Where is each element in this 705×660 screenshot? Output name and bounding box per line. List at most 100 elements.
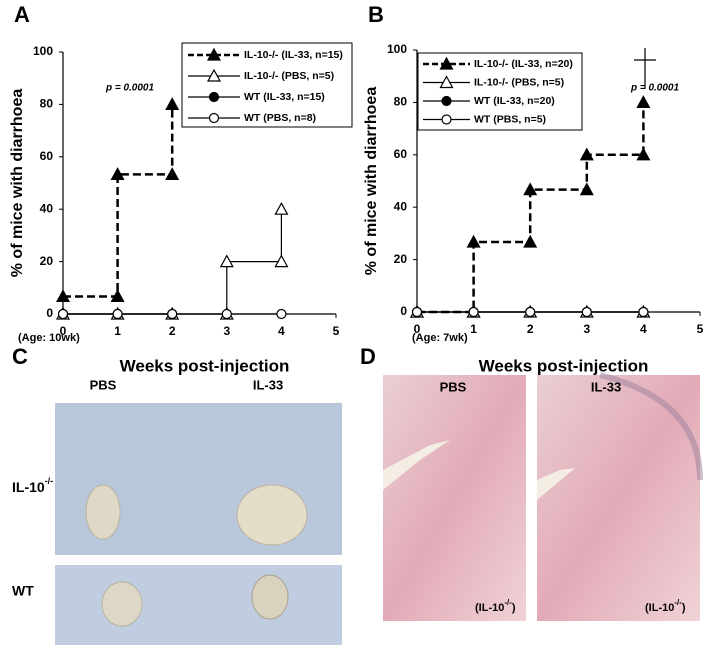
caption: (IL-10-/-) bbox=[645, 598, 686, 614]
caption-text: ) bbox=[682, 602, 686, 614]
marker bbox=[206, 68, 222, 82]
annotation: (Age: 10wk) bbox=[18, 332, 80, 344]
y-tick-label: 60 bbox=[394, 147, 408, 161]
marker bbox=[167, 308, 178, 320]
x-tick-label: 4 bbox=[278, 324, 285, 338]
marker bbox=[165, 97, 180, 110]
column-label: PBS bbox=[440, 379, 467, 394]
marker bbox=[525, 306, 536, 318]
marker bbox=[466, 234, 481, 248]
legend-label: IL-10-/- (PBS, n=5) bbox=[244, 70, 334, 82]
lumen bbox=[537, 468, 575, 500]
marker bbox=[439, 56, 454, 70]
marker bbox=[274, 254, 289, 268]
annotation: (Age: 7wk) bbox=[412, 332, 468, 344]
x-tick-label: 5 bbox=[697, 322, 704, 336]
y-axis-title: % of mice with diarrhoea bbox=[9, 89, 26, 278]
panel-d: D PBS IL-33 (IL-10-/-) (IL-10-/-) bbox=[360, 344, 703, 621]
y-tick-label: 100 bbox=[33, 44, 53, 58]
x-tick-label: 5 bbox=[333, 324, 340, 338]
colon-sample bbox=[236, 484, 308, 546]
annotation: p = 0.0001 bbox=[630, 83, 680, 94]
y-tick-label: 60 bbox=[40, 149, 54, 163]
x-axis-title: Weeks post-injection bbox=[120, 356, 290, 375]
annotation: p = 0.0001 bbox=[105, 83, 155, 94]
x-tick-label: 2 bbox=[169, 324, 176, 338]
chart: A 0 20 40 60 80 100 0 1 2 3 4 5 Weeks post-injection%… bbox=[9, 2, 353, 375]
x-tick-label: 1 bbox=[114, 324, 121, 338]
y-tick-label: 40 bbox=[40, 201, 54, 215]
legend-label: IL-10-/- (IL-33, n=20) bbox=[474, 58, 573, 70]
legend-label: WT (PBS, n=5) bbox=[474, 113, 546, 125]
x-tick-label: 2 bbox=[527, 322, 534, 336]
column-label: IL-33 bbox=[253, 377, 283, 392]
marker bbox=[110, 167, 125, 180]
x-tick-label: 3 bbox=[223, 324, 230, 338]
marker bbox=[57, 308, 69, 320]
marker bbox=[206, 47, 222, 61]
y-tick-label: 20 bbox=[40, 254, 54, 268]
colon-sample bbox=[251, 574, 289, 620]
marker bbox=[636, 95, 651, 108]
y-tick-label: 80 bbox=[40, 97, 54, 111]
x-tick-label: 3 bbox=[583, 322, 590, 336]
marker bbox=[439, 75, 454, 89]
marker bbox=[441, 114, 452, 125]
marker bbox=[468, 306, 479, 318]
marker bbox=[276, 308, 287, 320]
y-axis-title: % of mice with diarrhoea bbox=[363, 87, 380, 276]
marker bbox=[638, 306, 649, 318]
y-tick-label: 100 bbox=[387, 42, 407, 56]
photo bbox=[55, 565, 342, 645]
caption-sup: -/- bbox=[674, 598, 682, 607]
y-tick-label: 0 bbox=[46, 306, 53, 320]
column-label: IL-33 bbox=[591, 379, 621, 394]
series-line bbox=[63, 209, 282, 315]
marker bbox=[274, 201, 289, 215]
marker bbox=[636, 147, 651, 161]
histology-image bbox=[537, 375, 700, 621]
chart: B 0 20 40 60 80 100 0 1 2 3 4 5 Weeks post-injection%… bbox=[363, 2, 703, 376]
marker bbox=[110, 289, 125, 303]
x-tick-label: 0 bbox=[414, 322, 421, 336]
histology-image bbox=[383, 375, 526, 621]
legend-label: IL-10-/- (PBS, n=5) bbox=[474, 76, 564, 88]
marker bbox=[112, 308, 123, 320]
tissue-edge bbox=[599, 372, 703, 481]
legend-label: WT (IL-33, n=15) bbox=[244, 91, 325, 103]
row-label-base: IL-10 bbox=[12, 479, 45, 495]
series-line bbox=[63, 104, 174, 298]
x-tick-label: 0 bbox=[60, 324, 67, 338]
legend-label: WT (PBS, n=8) bbox=[244, 112, 316, 124]
y-tick-label: 0 bbox=[400, 304, 407, 318]
panel-c: C PBS IL-33 IL-10-/- WT bbox=[12, 344, 342, 645]
marker bbox=[208, 91, 220, 103]
marker bbox=[579, 147, 594, 161]
colon-sample bbox=[85, 484, 121, 540]
series-line bbox=[417, 102, 645, 314]
caption-sup: -/- bbox=[504, 598, 512, 607]
x-axis-title: Weeks post-injection bbox=[479, 356, 649, 375]
marker bbox=[221, 308, 232, 320]
y-tick-label: 20 bbox=[394, 252, 408, 266]
panel-label: D bbox=[360, 344, 376, 369]
caption-text: (IL-10 bbox=[645, 602, 674, 614]
caption: (IL-10-/-) bbox=[475, 598, 516, 614]
marker bbox=[579, 182, 594, 196]
row-label: IL-10-/- bbox=[12, 476, 53, 494]
marker bbox=[55, 289, 71, 303]
marker bbox=[581, 306, 592, 318]
column-label: PBS bbox=[90, 377, 117, 392]
panel-label: A bbox=[14, 2, 30, 27]
lumen bbox=[383, 440, 450, 490]
marker bbox=[165, 167, 180, 180]
caption-text: ) bbox=[512, 602, 516, 614]
y-tick-label: 80 bbox=[394, 95, 408, 109]
legend-label: WT (IL-33, n=20) bbox=[474, 95, 555, 107]
x-tick-label: 4 bbox=[640, 322, 647, 336]
panel-label: C bbox=[12, 344, 28, 369]
panel-label: B bbox=[368, 2, 384, 27]
row-label: WT bbox=[12, 583, 34, 599]
